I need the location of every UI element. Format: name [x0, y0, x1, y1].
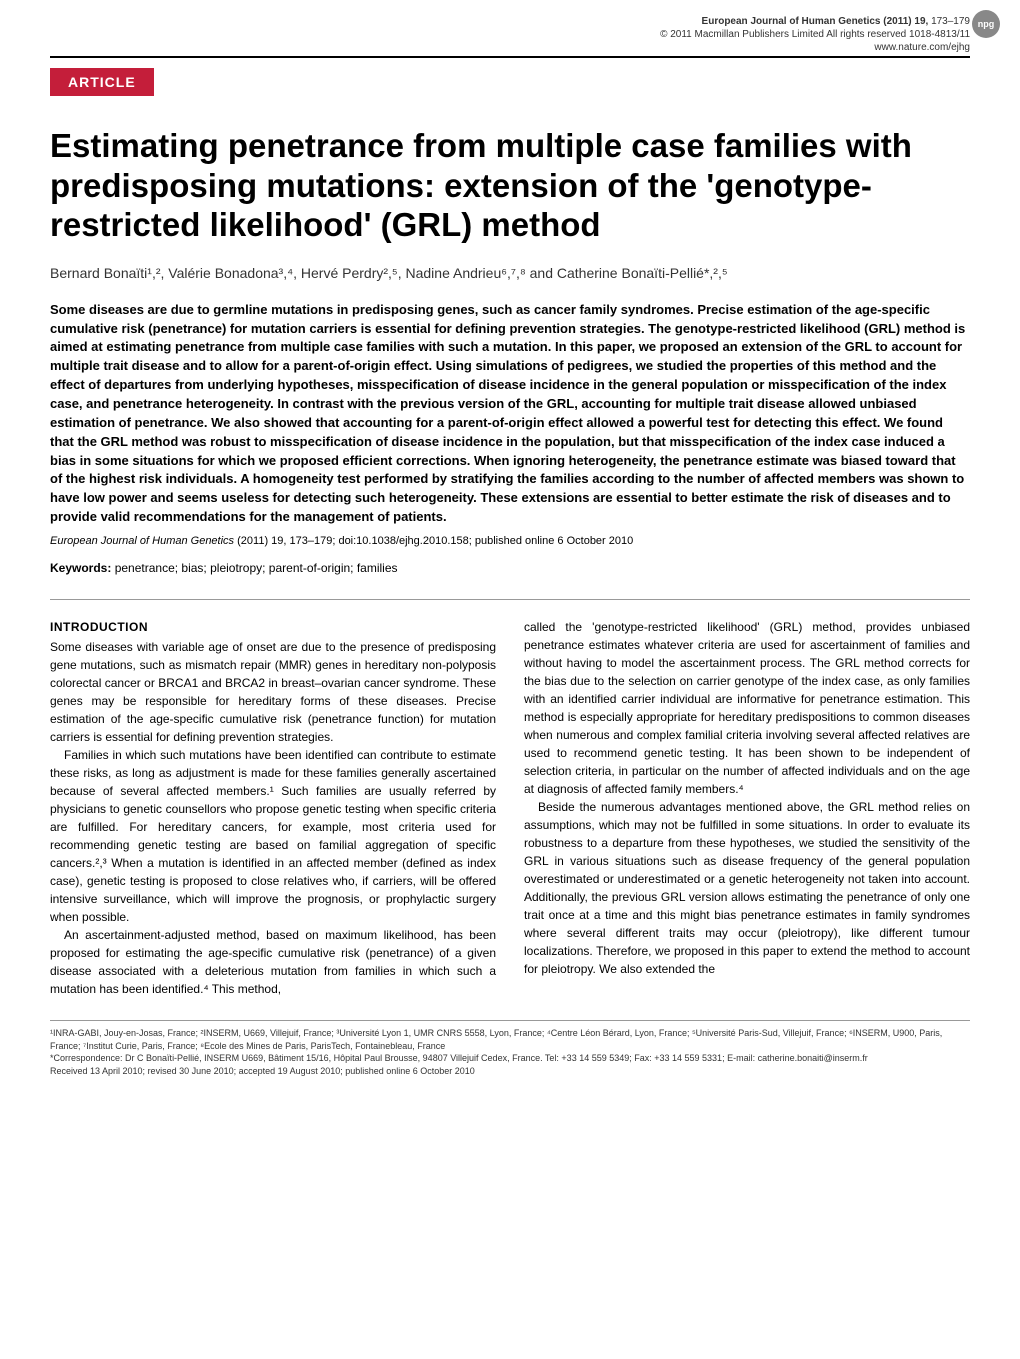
keywords-line: Keywords: penetrance; bias; pleiotropy; … — [50, 561, 970, 575]
authors-line: Bernard Bonaïti¹,², Valérie Bonadona³,⁴,… — [50, 265, 970, 281]
header-rule — [50, 56, 970, 58]
journal-info: European Journal of Human Genetics (2011… — [50, 0, 970, 54]
keywords-label: Keywords: — [50, 561, 111, 575]
body-paragraph: Beside the numerous advantages mentioned… — [524, 798, 970, 978]
body-paragraph: Families in which such mutations have be… — [50, 746, 496, 926]
body-paragraph: called the 'genotype-restricted likeliho… — [524, 618, 970, 798]
article-title: Estimating penetrance from multiple case… — [50, 126, 970, 245]
introduction-heading: INTRODUCTION — [50, 618, 496, 636]
footer-block: ¹INRA-GABI, Jouy-en-Josas, France; ²INSE… — [50, 1020, 970, 1077]
body-columns: INTRODUCTION Some diseases with variable… — [50, 618, 970, 998]
body-paragraph: An ascertainment-adjusted method, based … — [50, 926, 496, 998]
page-range: 173–179 — [931, 16, 970, 27]
citation-line: European Journal of Human Genetics (2011… — [50, 535, 970, 547]
article-type-label: ARTICLE — [68, 74, 136, 90]
keywords-text: penetrance; bias; pleiotropy; parent-of-… — [115, 561, 398, 575]
journal-header: npg European Journal of Human Genetics (… — [50, 0, 970, 96]
left-column: INTRODUCTION Some diseases with variable… — [50, 618, 496, 998]
citation-journal: European Journal of Human Genetics — [50, 535, 234, 547]
journal-name: European Journal of Human Genetics (2011… — [702, 16, 929, 27]
affiliations: ¹INRA-GABI, Jouy-en-Josas, France; ²INSE… — [50, 1027, 970, 1052]
article-type-badge: ARTICLE — [50, 68, 154, 96]
abstract-text: Some diseases are due to germline mutati… — [50, 301, 970, 527]
received-dates: Received 13 April 2010; revised 30 June … — [50, 1065, 970, 1078]
body-paragraph: Some diseases with variable age of onset… — [50, 638, 496, 746]
section-divider — [50, 599, 970, 600]
npg-logo-text: npg — [978, 19, 995, 29]
right-column: called the 'genotype-restricted likeliho… — [524, 618, 970, 998]
correspondence: *Correspondence: Dr C Bonaïti-Pellié, IN… — [50, 1052, 970, 1065]
npg-logo-badge: npg — [972, 10, 1000, 38]
citation-details: (2011) 19, 173–179; doi:10.1038/ejhg.201… — [237, 535, 633, 547]
journal-url: www.nature.com/ejhg — [874, 42, 970, 53]
copyright-line: © 2011 Macmillan Publishers Limited All … — [660, 29, 970, 40]
